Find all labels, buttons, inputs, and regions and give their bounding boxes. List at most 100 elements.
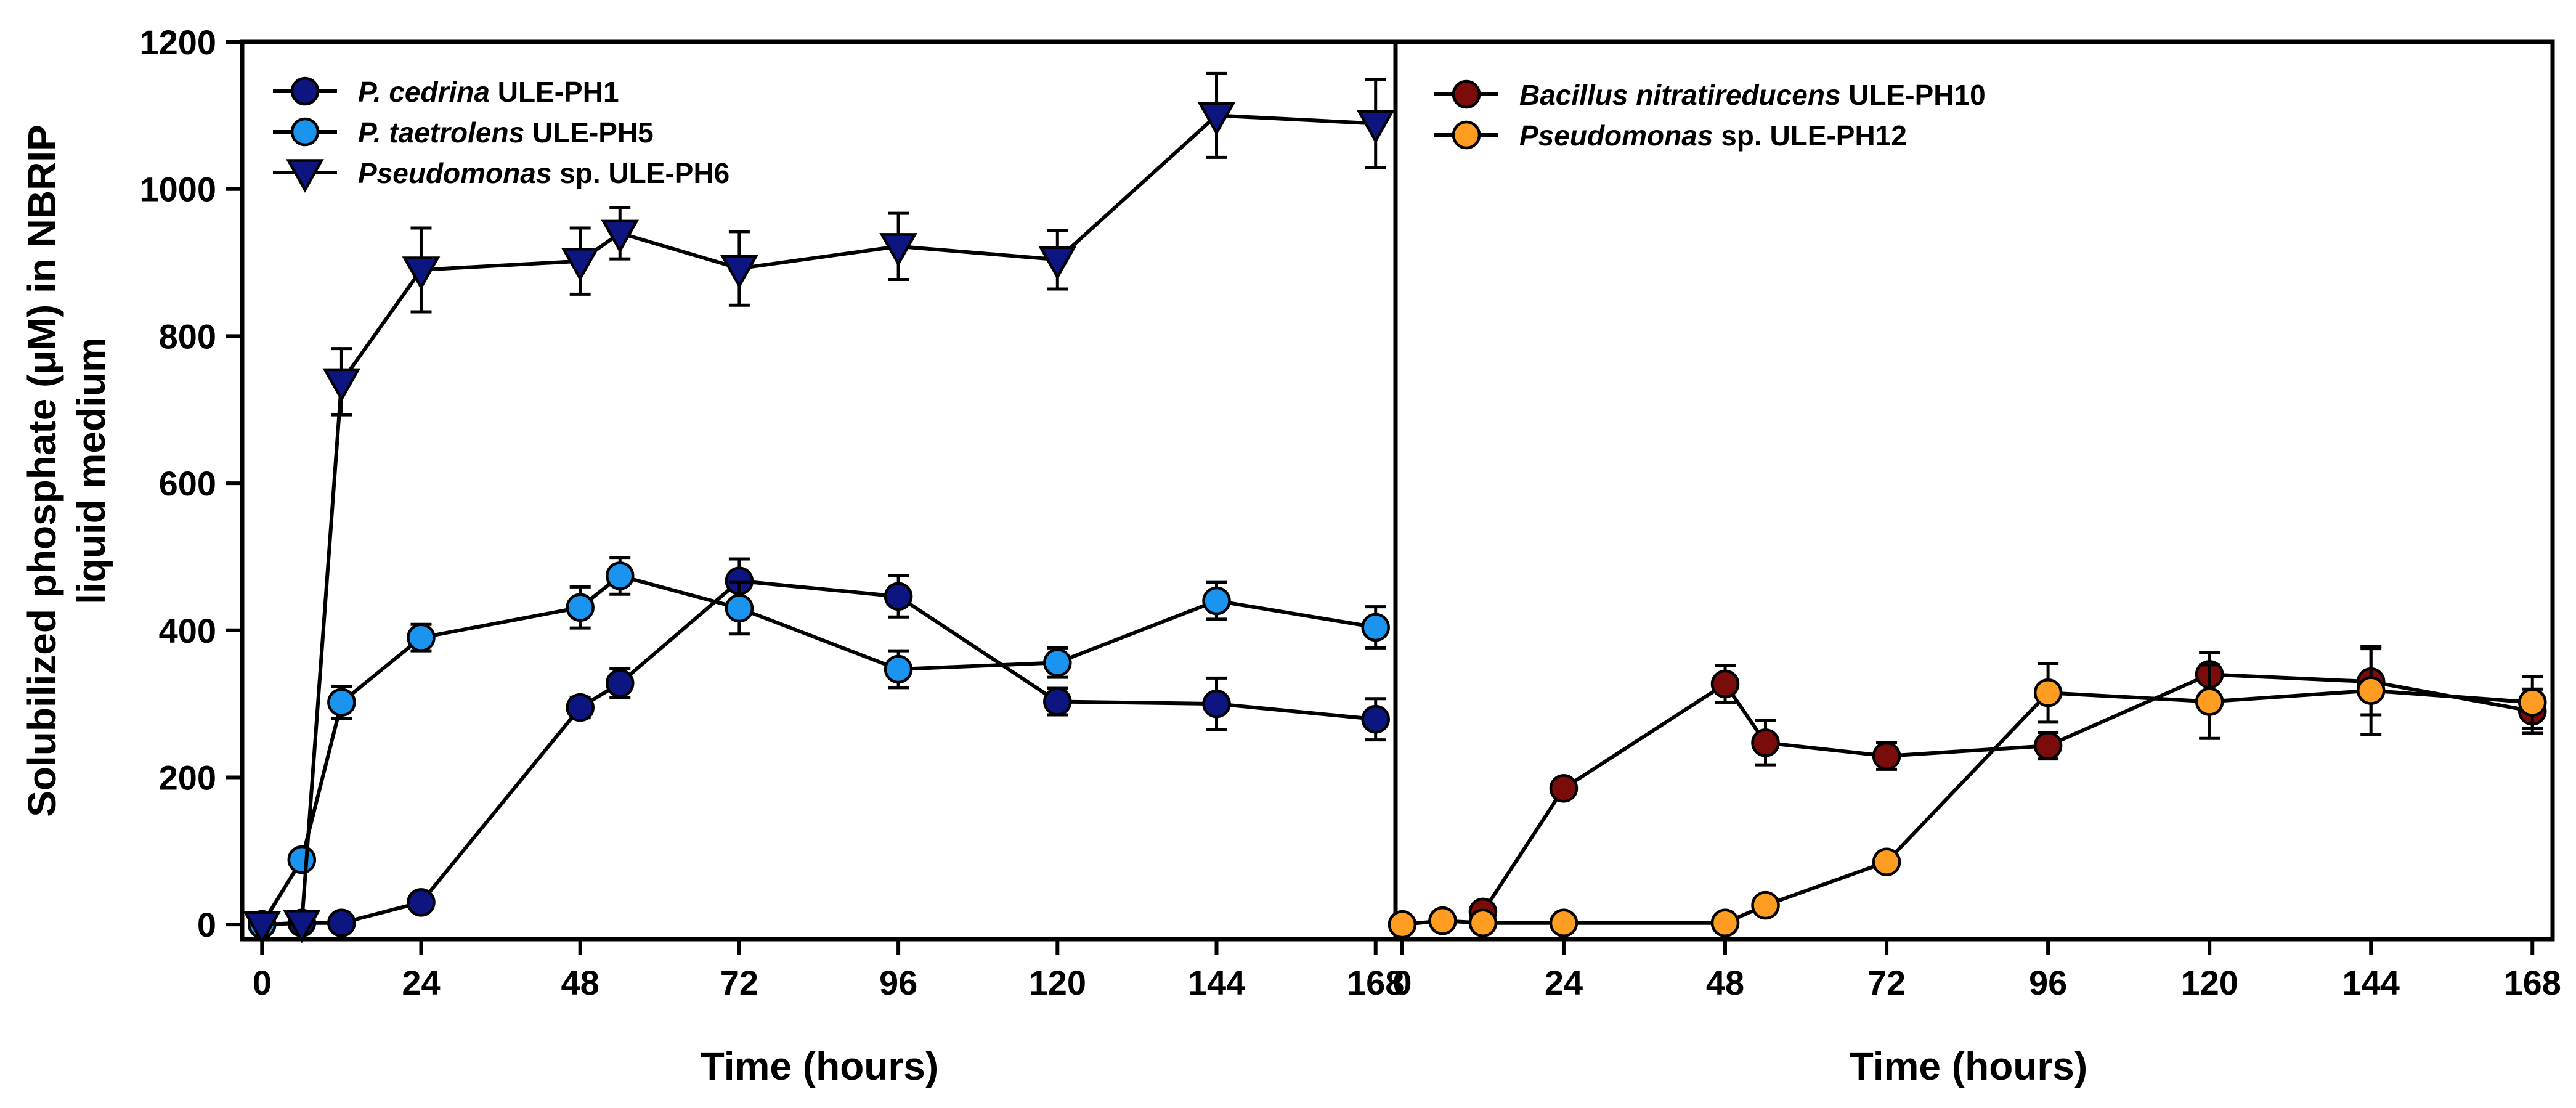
right-x-tick-label: 120 [2180,963,2238,1002]
left-legend-entry-3: Pseudomonas sp. ULE-PH6 [273,157,729,193]
legend-marker [290,117,320,147]
data-point [327,908,356,937]
data-point [879,233,917,267]
right-axes: 0 24 48 72 96 120 144 168 [1392,39,2561,1002]
legend-label: Pseudomonas sp. ULE-PH6 [358,157,729,189]
data-point [1468,908,1498,937]
left-x-tick-label: 72 [720,963,758,1002]
right-x-tick-label: 96 [2029,963,2067,1002]
y-tick-label: 400 [159,611,216,650]
right-x-tick-label: 0 [1392,963,1412,1002]
data-point [1043,648,1072,677]
data-point [1356,110,1395,144]
y-tick-label: 1000 [139,170,216,209]
left-x-tick-label: 96 [879,963,917,1002]
left-legend-entry-2: P. taetrolens ULE-PH5 [273,116,654,149]
data-point [1549,908,1579,937]
right-legend-entry-1: Bacillus nitratireducens ULE-PH10 [1434,79,1986,111]
y-tick-label: 1200 [139,23,216,62]
data-point [1043,687,1072,716]
data-point [2033,731,2063,760]
data-point [1038,246,1077,280]
data-point [2033,678,2063,707]
data-point [1710,669,1740,699]
data-point [1428,906,1457,935]
right-series-2 [1388,645,2547,939]
left-x-tick-label: 120 [1029,963,1086,1002]
data-point [884,654,913,684]
left-panel: 0 24 48 72 96 120 144 168020040060080010001200 … [139,23,1404,1002]
data-point [601,219,640,254]
data-point [2195,687,2224,716]
right-legend: Bacillus nitratireducens ULE-PH10 Pseudom… [1434,79,1986,152]
data-point [566,693,595,722]
left-x-tick-label: 48 [561,963,599,1002]
left-series-3 [243,71,1395,945]
data-point [884,582,913,611]
y-axis-title-line1: Solubilized phosphate (μM) in NBRIP [20,124,64,817]
left-x-tick-label: 0 [253,963,272,1002]
legend-marker [1452,79,1481,109]
right-plot-frame [1393,39,2555,942]
right-legend-entry-2: Pseudomonas sp. ULE-PH12 [1434,120,1907,152]
left-axes: 0 24 48 72 96 120 144 168 0 200 400 600 800 1000 1200 [139,23,1404,1002]
left-x-tick-label: 168 [1347,963,1404,1002]
data-point [402,256,441,290]
right-panel: 0 24 48 72 96 120 144 168 Bacillus nitratireduc… [1388,39,2561,1002]
data-point [1388,910,1417,939]
data-point [1361,704,1390,734]
legend-marker [286,159,324,193]
data-point [1751,890,1780,920]
data-point [407,623,436,652]
data-point [1751,728,1780,757]
data-point [1202,586,1231,616]
y-tick-label: 800 [159,317,216,356]
right-x-tick-label: 48 [1706,963,1744,1002]
right-x-tick-label: 144 [2342,963,2399,1002]
right-x-axis-title: Time (hours) [1850,1044,2087,1088]
data-point [1872,741,1901,771]
data-point [1549,774,1579,803]
data-point [1361,613,1390,642]
y-tick-label: 200 [159,758,216,797]
data-point [720,255,758,289]
data-point [605,669,635,698]
legend-marker [1452,120,1481,150]
left-series-2 [248,556,1390,939]
right-series [1388,645,2547,939]
data-point [561,247,599,282]
legend-label: Bacillus nitratireducens ULE-PH10 [1519,79,1986,111]
legend-label: P. cedrina ULE-PH1 [358,76,619,108]
left-x-tick-label: 144 [1188,963,1245,1002]
right-x-tick-label: 168 [2504,963,2561,1002]
legend-marker [290,76,320,106]
data-point [1872,847,1901,876]
data-point [1710,908,1740,937]
series-line [1402,688,2533,927]
data-point [407,888,436,917]
series-line [1481,672,2533,913]
right-x-tick-label: 24 [1545,963,1583,1002]
y-tick-label: 600 [159,464,216,503]
series-line [262,113,1376,927]
data-point [2356,676,2386,705]
data-point [1202,689,1231,719]
y-axis-title-line2: liquid medium [69,337,113,605]
data-point [725,593,754,623]
data-point [282,910,321,943]
legend-label: Pseudomonas sp. ULE-PH12 [1519,120,1907,152]
data-point [322,368,361,402]
data-point [566,593,595,622]
y-tick-label: 0 [197,905,216,944]
right-x-tick-label: 72 [1867,963,1906,1002]
left-legend-entry-1: P. cedrina ULE-PH1 [273,76,619,108]
data-point [2517,688,2547,717]
data-point [1197,102,1236,136]
data-point [605,561,635,590]
left-x-axis-title: Time (hours) [701,1044,938,1088]
data-point [243,911,282,945]
left-series [243,71,1395,945]
legend-label: P. taetrolens ULE-PH5 [358,116,654,149]
data-point [287,845,317,874]
